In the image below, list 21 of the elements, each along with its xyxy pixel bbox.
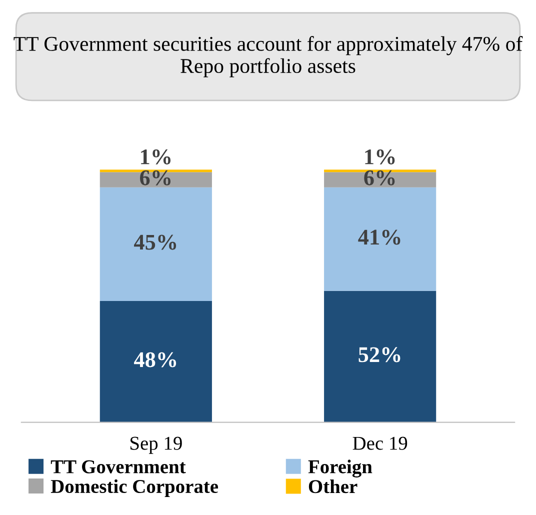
legend-label: Domestic Corporate [50, 479, 218, 497]
data-label: 6% [364, 170, 395, 186]
bar [324, 172, 436, 188]
data-label: 45% [134, 234, 176, 250]
data-label: 52% [358, 347, 400, 362]
legend-label: Foreign [308, 460, 372, 478]
data-label: 1% [141, 149, 171, 164]
data-label: 41% [358, 230, 400, 245]
bar [100, 172, 212, 188]
bar [100, 187, 212, 302]
x-tick-label: Sep 19 [130, 436, 182, 454]
data-label: 6% [140, 170, 171, 186]
bar [324, 290, 436, 422]
legend-label: Other [308, 480, 358, 494]
data-label: 1% [365, 149, 395, 164]
bar [324, 187, 436, 291]
bar [100, 301, 212, 422]
chart-title: TT Government securities account for approximately 47% of Repo portfolio assets [14, 36, 523, 78]
data-label: 48% [134, 352, 176, 368]
x-tick-label: Dec 19 [352, 436, 408, 450]
legend-label: TT Government [50, 460, 186, 474]
